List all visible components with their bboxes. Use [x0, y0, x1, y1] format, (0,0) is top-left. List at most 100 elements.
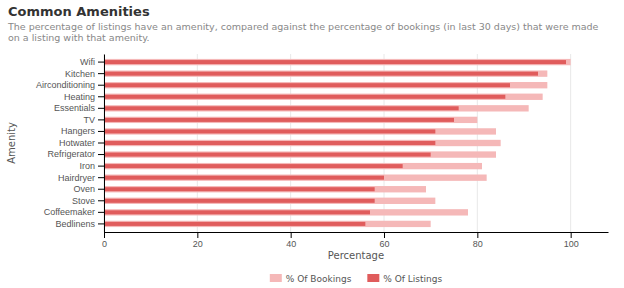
bar	[104, 163, 482, 169]
legend-item: % Of Listings	[367, 274, 442, 284]
bar	[104, 94, 543, 100]
y-tick-mark	[98, 73, 104, 74]
y-tick: Hotwater	[59, 138, 104, 148]
bars	[104, 59, 571, 227]
x-tick-mark	[197, 232, 198, 238]
y-tick-label: Coffeemaker	[44, 207, 95, 217]
subtitle-line: The percentage of listings have an ameni…	[7, 21, 601, 32]
x-tick: 40	[286, 232, 296, 249]
y-tick: Oven	[73, 184, 104, 194]
y-tick-label: Iron	[79, 161, 95, 171]
x-tick-mark	[291, 232, 292, 238]
subtitle: The percentage of listings have an ameni…	[7, 21, 601, 43]
legend-label: % Of Bookings	[286, 274, 352, 284]
x-tick-label: 60	[379, 239, 389, 249]
title: Common Amenities	[8, 4, 150, 19]
y-tick: Coffeemaker	[44, 207, 104, 217]
x-tick: 60	[379, 232, 389, 249]
x-tick-mark	[384, 232, 385, 238]
y-tick-mark	[98, 143, 104, 144]
x-tick: 80	[473, 232, 483, 249]
grid	[104, 54, 571, 232]
x-tick-label: 100	[564, 239, 579, 249]
y-tick: Hairdryer	[58, 173, 104, 183]
y-axis-title: Amenity	[6, 122, 17, 164]
y-tick-label: Bedlinens	[55, 219, 95, 229]
y-tick: Kitchen	[65, 69, 104, 79]
y-tick-mark	[98, 189, 104, 190]
bar	[104, 128, 496, 134]
y-tick: TV	[83, 115, 104, 125]
y-tick: Iron	[79, 161, 104, 171]
legend-label: % Of Listings	[383, 274, 442, 284]
y-tick: Stove	[72, 196, 104, 206]
chart-svg: Common Amenities The percentage of listin…	[0, 0, 624, 288]
x-tick-label: 40	[286, 239, 296, 249]
y-tick-mark	[98, 177, 104, 178]
bar	[104, 199, 375, 203]
y-tick-mark	[98, 200, 104, 201]
bar	[104, 174, 487, 180]
y-tick: Bedlinens	[55, 219, 104, 229]
subtitle-line: on a listing with that amenity.	[8, 32, 149, 43]
bar	[104, 129, 435, 133]
legend: % Of Bookings % Of Listings	[270, 274, 443, 284]
y-tick: Wifi	[80, 57, 104, 67]
bar	[104, 60, 566, 64]
bar	[104, 209, 468, 215]
x-axis-title: Percentage	[328, 250, 384, 261]
y-tick-mark	[98, 119, 104, 120]
bar	[104, 106, 459, 110]
x-tick: 0	[102, 232, 107, 249]
y-tick-mark	[98, 212, 104, 213]
y-tick: Hangers	[61, 126, 104, 136]
y-tick-mark	[98, 62, 104, 63]
y-tick: Refrigerator	[47, 149, 104, 159]
y-tick-label: Essentials	[54, 103, 96, 113]
x-tick-label: 0	[102, 239, 107, 249]
plot: 0 20 40 60 80 100 Wifi KitchenAirconditioning He…	[36, 54, 609, 261]
series	[104, 59, 571, 227]
bar	[104, 186, 426, 192]
legend-swatch	[270, 274, 282, 282]
bar	[104, 153, 431, 157]
y-tick-mark	[98, 154, 104, 155]
y-tick-label: Hotwater	[59, 138, 95, 148]
y-tick: Essentials	[54, 103, 104, 113]
x-axis: 0 20 40 60 80 100	[102, 232, 609, 249]
y-tick-mark	[98, 96, 104, 97]
y-tick: Airconditioning	[36, 80, 104, 90]
grid-line	[570, 54, 571, 232]
legend-item: % Of Bookings	[270, 274, 352, 284]
bar	[104, 117, 477, 123]
y-tick-label: Oven	[73, 184, 95, 194]
bar	[104, 72, 538, 76]
bar	[104, 82, 547, 88]
bar	[104, 70, 547, 76]
bar	[104, 187, 375, 191]
legend-swatch	[367, 274, 379, 282]
y-tick: Heating	[64, 92, 104, 102]
y-tick-label: Refrigerator	[47, 149, 95, 159]
x-tick: 100	[564, 232, 579, 249]
series	[104, 60, 566, 226]
bar	[104, 105, 529, 111]
y-tick-label: Hangers	[61, 126, 96, 136]
x-tick-label: 80	[473, 239, 483, 249]
y-axis: Wifi KitchenAirconditioning HeatingEssenti…	[36, 55, 105, 233]
y-tick-mark	[98, 108, 104, 109]
bar	[104, 221, 431, 227]
bar	[104, 198, 435, 204]
y-tick-label: Wifi	[80, 57, 95, 67]
y-tick-label: TV	[83, 115, 95, 125]
x-tick: 20	[193, 232, 203, 249]
y-tick-mark	[98, 131, 104, 132]
x-tick-mark	[571, 232, 572, 238]
y-axis-line	[104, 55, 105, 233]
bar	[104, 59, 571, 65]
x-axis-line	[105, 232, 609, 233]
y-tick-label: Airconditioning	[36, 80, 95, 90]
bar	[104, 118, 454, 122]
y-tick-label: Hairdryer	[58, 173, 95, 183]
bar	[104, 140, 501, 146]
